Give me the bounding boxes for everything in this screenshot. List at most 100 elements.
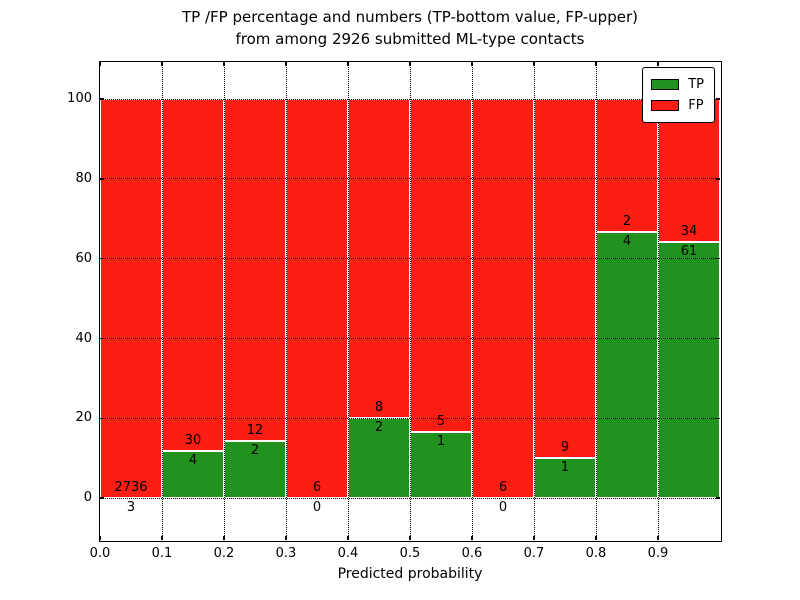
- x-tick-mark: [471, 62, 473, 66]
- fp-count-label: 9: [560, 440, 570, 456]
- x-tick-mark: [285, 536, 287, 540]
- legend: TP FP: [642, 67, 715, 123]
- x-tick-mark: [285, 62, 287, 66]
- chart-title-line1: TP /FP percentage and numbers (TP-bottom…: [182, 8, 638, 26]
- x-tick-mark: [409, 536, 411, 540]
- bar-segment-tp: [596, 232, 658, 499]
- bar-segment-fp: [410, 99, 472, 432]
- fp-count-label: 12: [246, 423, 264, 439]
- bar-segment-tp: [348, 418, 410, 499]
- y-tick-mark: [100, 178, 104, 180]
- tp-count-label: 1: [560, 460, 570, 476]
- x-tick-mark: [595, 536, 597, 540]
- x-tick-label: 0.7: [523, 546, 545, 561]
- x-tick-label: 0.1: [151, 546, 173, 561]
- x-tick-mark: [471, 536, 473, 540]
- legend-label-tp: TP: [688, 76, 704, 92]
- y-tick-label: 40: [75, 330, 92, 346]
- tp-count-label: 3: [126, 499, 136, 515]
- x-tick-label: 0.9: [647, 546, 669, 561]
- x-gridline: [471, 62, 473, 540]
- bar-labels-layer: 2736 3 30 4 12 2 6 0 8 2 5 1 6 0 9 1 2 4 34 61: [100, 62, 720, 540]
- y-tick-mark: [100, 98, 104, 100]
- x-tick-mark: [347, 62, 349, 66]
- legend-item-fp: FP: [651, 95, 704, 116]
- bar-segment-fp: [472, 99, 534, 499]
- x-tick-mark: [409, 62, 411, 66]
- x-tick-mark: [657, 536, 659, 540]
- legend-item-tp: TP: [651, 74, 704, 95]
- tp-count-label: 0: [498, 500, 508, 516]
- x-tick-label: 0.0: [89, 546, 111, 561]
- x-tick-mark: [533, 62, 535, 66]
- x-tick-mark: [223, 62, 225, 66]
- x-tick-mark: [161, 62, 163, 66]
- y-gridline: [100, 497, 720, 499]
- fp-count-label: 2: [622, 214, 632, 230]
- fp-count-label: 8: [374, 400, 384, 416]
- x-gridline: [533, 62, 535, 540]
- y-tick-mark: [716, 257, 720, 260]
- fp-count-label: 34: [680, 223, 698, 239]
- x-tick-label: 0.3: [275, 546, 297, 561]
- x-gridline: [285, 62, 287, 540]
- y-tick-label: 0: [83, 490, 92, 506]
- fp-count-label: 6: [498, 480, 508, 496]
- x-gridline: [409, 62, 411, 540]
- y-tick-label: 80: [75, 170, 92, 186]
- tp-legend-swatch: [651, 79, 680, 90]
- y-gridline: [100, 258, 720, 260]
- plot-area: 2736 3 30 4 12 2 6 0 8 2 5 1 6 0 9 1 2 4 34 61 0.0 0.1 0.2 0.3…: [67, 60, 722, 561]
- x-tick-label: 0.2: [213, 546, 235, 561]
- tp-count-label: 0: [312, 500, 322, 516]
- bar-segment-tp: [658, 241, 720, 499]
- tp-count-label: 4: [188, 453, 198, 469]
- x-tick-mark: [657, 62, 659, 66]
- x-gridline: [223, 62, 225, 540]
- bar-segment-fp: [100, 99, 162, 498]
- chart-title: TP /FP percentage and numbers (TP-bottom…: [100, 6, 720, 50]
- y-tick-mark: [716, 417, 720, 420]
- tp-count-label: 4: [622, 234, 632, 250]
- y-tick-label: 100: [67, 91, 92, 107]
- x-tick-mark: [533, 536, 535, 540]
- y-tick-label: 20: [75, 410, 92, 426]
- legend-label-fp: FP: [688, 97, 704, 113]
- tp-count-label: 2: [250, 443, 260, 459]
- x-axis-label: Predicted probability: [337, 566, 483, 582]
- y-gridline: [100, 98, 720, 100]
- grid-layer: [100, 62, 720, 540]
- x-tick-mark: [99, 62, 101, 66]
- chart-title-line2: from among 2926 submitted ML-type contac…: [235, 30, 585, 48]
- y-tick-mark: [100, 257, 104, 260]
- y-gridline: [100, 178, 720, 180]
- x-tick-mark: [99, 536, 101, 540]
- y-tick-mark: [716, 98, 720, 100]
- y-gridline: [100, 417, 720, 419]
- y-gridline: [100, 338, 720, 339]
- tp-count-label: 2: [374, 420, 384, 436]
- fp-count-label: 2736: [114, 479, 148, 495]
- fp-legend-swatch: [651, 100, 680, 111]
- y-tick-mark: [716, 497, 720, 499]
- bar-segment-fp: [534, 99, 596, 459]
- x-gridline: [347, 62, 349, 540]
- x-tick-label: 0.5: [399, 546, 421, 561]
- bar-segment-tp: [224, 441, 286, 499]
- x-tick-label: 0.6: [461, 546, 483, 561]
- x-gridline: [161, 62, 163, 540]
- y-tick-label: 60: [75, 250, 92, 266]
- bar-segment-fp: [286, 99, 348, 499]
- x-tick-mark: [223, 536, 225, 540]
- x-tick-mark: [595, 62, 597, 66]
- fp-count-label: 6: [312, 480, 322, 496]
- y-tick-mark: [716, 178, 720, 180]
- x-tick-label: 0.4: [337, 546, 359, 561]
- y-tick-mark: [100, 497, 104, 499]
- x-tick-label: 0.8: [585, 546, 607, 561]
- ticks-layer: 0.0 0.1 0.2 0.3 0.4 0.5 0.6 0.7 0.8 0.9 0 20 40 60 80 1…: [67, 62, 720, 561]
- bar-segment-tp: [410, 431, 472, 499]
- fp-count-label: 30: [184, 433, 202, 449]
- x-gridline: [657, 62, 659, 540]
